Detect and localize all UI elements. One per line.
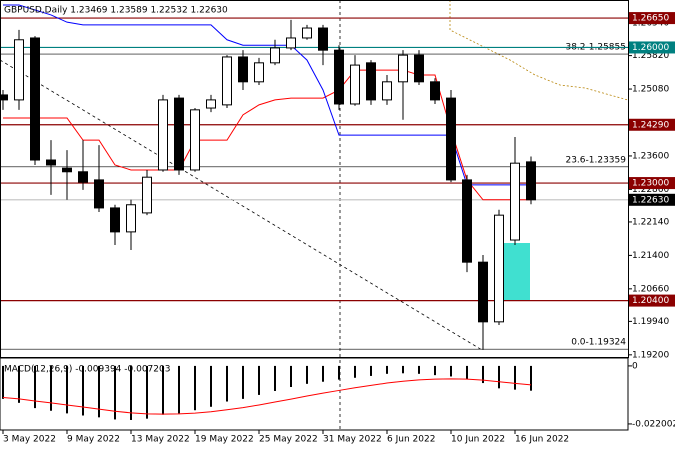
candle-body (126, 204, 136, 233)
y-tick-label: -0.022002 (632, 419, 675, 429)
cloud-span (449, 0, 629, 101)
candle-body (302, 27, 312, 39)
fib-label: 0.0-1.19324 (571, 338, 626, 348)
y-tick-label: 1.19940 (632, 317, 669, 327)
macd-label: MACD(12,26,9) -0.009394 -0.007203 (4, 365, 170, 375)
candle-body (398, 54, 408, 83)
level-label-bg (629, 41, 675, 54)
level-label: 1.22630 (632, 195, 669, 205)
candle-body (206, 99, 216, 109)
x-tick-label: 6 Jun 2022 (387, 435, 435, 445)
y-tick-label: 1.25080 (632, 85, 669, 95)
x-tick-label: 16 Jun 2022 (515, 435, 569, 445)
level-label: 1.23000 (632, 179, 669, 189)
level-label: 1.26000 (632, 43, 669, 53)
level-label-bg (629, 177, 675, 190)
signal-line (2, 378, 532, 415)
level-label-bg (629, 118, 675, 131)
level-label-bg (629, 12, 675, 25)
candle-body (174, 97, 184, 171)
candle-body (0, 94, 8, 101)
level-label: 1.26650 (632, 14, 669, 24)
indicator-line (3, 69, 531, 201)
trend-line (0, 59, 483, 351)
chart-title: GBPUSD,Daily 1.23469 1.23589 1.22532 1.2… (4, 6, 228, 16)
indicator-line (3, 4, 531, 186)
level-label-bg (629, 193, 675, 206)
level-label: 1.24290 (632, 120, 669, 130)
y-tick-label: 1.22860 (632, 185, 669, 195)
candle-body (46, 159, 56, 166)
candle-body (62, 167, 72, 173)
candle-body (30, 37, 40, 161)
candle-body (366, 62, 376, 101)
candle-body (462, 179, 472, 263)
candle-body (238, 56, 248, 83)
x-tick-label: 9 May 2022 (67, 435, 120, 445)
x-tick-label: 13 May 2022 (131, 435, 190, 445)
fib-label: 23.6-1.23359 (565, 155, 626, 165)
x-tick-label: 10 Jun 2022 (451, 435, 505, 445)
x-tick-label: 25 May 2022 (259, 435, 318, 445)
candle-body (526, 161, 536, 201)
target-zone (503, 243, 530, 300)
price-frame (0, 0, 629, 358)
candle-body (430, 81, 440, 101)
y-tick-label: 1.23600 (632, 151, 669, 161)
candle-body (222, 56, 232, 106)
level-label: 1.20400 (632, 296, 669, 306)
candle-body (142, 176, 152, 214)
candle-body (334, 49, 344, 105)
y-tick-label: 1.22140 (632, 217, 669, 227)
candle-body (110, 207, 120, 233)
candle-body (94, 179, 104, 209)
candle-body (414, 54, 424, 83)
candle-body (270, 47, 280, 64)
candle-body (286, 37, 296, 49)
candle-body (478, 261, 488, 323)
candle-body (158, 99, 168, 171)
candle-body (494, 214, 504, 323)
candle-body (190, 109, 200, 171)
level-label-bg (629, 294, 675, 307)
x-tick-label: 3 May 2022 (3, 435, 56, 445)
x-tick-label: 31 May 2022 (323, 435, 382, 445)
y-tick-label: 1.25820 (632, 51, 669, 61)
y-tick-label: 0 (632, 361, 638, 371)
y-tick-label: 1.21400 (632, 251, 669, 261)
candle-body (350, 64, 360, 105)
candle-body (318, 27, 328, 51)
candle-body (382, 81, 392, 101)
candle-body (254, 62, 264, 83)
candle-body (14, 39, 24, 101)
candle-body (510, 162, 520, 241)
y-tick-label: 1.20660 (632, 284, 669, 294)
candle-body (78, 171, 88, 183)
y-tick-label: 1.19200 (632, 350, 669, 360)
candle-body (446, 97, 456, 181)
x-tick-label: 19 May 2022 (195, 435, 254, 445)
